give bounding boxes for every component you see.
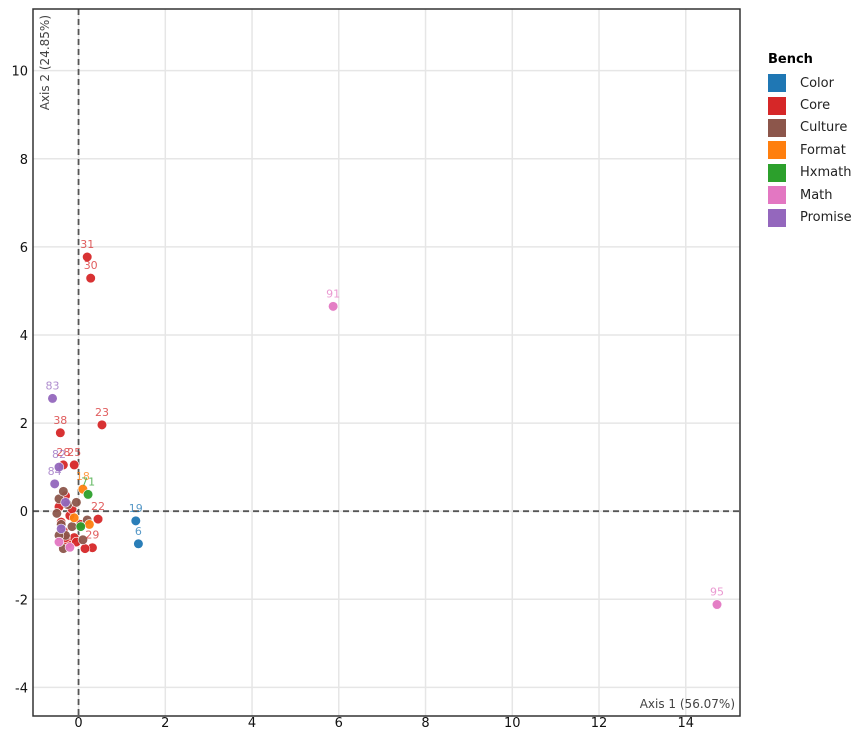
- x-tick-label: 8: [421, 716, 429, 731]
- math-point-label: 91: [326, 287, 340, 300]
- core-point-label: 29: [85, 529, 99, 542]
- legend-item-hxmath: Hxmath: [768, 162, 854, 184]
- legend-swatch-core: [768, 96, 786, 115]
- math-point: [64, 542, 75, 553]
- format-point: [69, 512, 80, 523]
- legend-item-promise: Promise: [768, 206, 854, 228]
- x-axis-label: Axis 1 (56.07%): [640, 697, 735, 711]
- x-tick-label: 12: [591, 716, 608, 731]
- hxmath-point: [82, 489, 94, 500]
- legend-swatch-culture: [768, 118, 786, 137]
- core-point-label: 31: [80, 238, 94, 251]
- promise-point: [56, 523, 67, 534]
- promise-point-label: 84: [48, 465, 62, 478]
- math-point-label: 95: [710, 586, 724, 599]
- grid-lines: [33, 9, 740, 716]
- legend-label-color: Color: [800, 75, 834, 91]
- promise-point-label: 83: [46, 379, 60, 392]
- legend-item-format: Format: [768, 139, 854, 161]
- reference-lines: [33, 9, 740, 716]
- legend-item-culture: Culture: [768, 117, 854, 139]
- core-point-label: 38: [53, 414, 67, 427]
- x-tick-label: 0: [74, 716, 82, 731]
- promise-point: [47, 393, 58, 404]
- legend-swatch-math: [768, 186, 786, 205]
- legend-items: Color Core Culture Format Hxmath Math Promise: [768, 72, 854, 229]
- color-point-label: 19: [129, 502, 143, 515]
- culture-point: [77, 534, 88, 545]
- core-point: [96, 419, 108, 430]
- core-point: [69, 459, 80, 471]
- core-point: [55, 427, 66, 438]
- legend-item-math: Math: [768, 184, 854, 206]
- x-tick-label: 14: [678, 716, 695, 731]
- x-tick-label: 6: [335, 716, 343, 731]
- promise-point-label: 82: [52, 448, 66, 461]
- culture-point: [58, 486, 69, 497]
- plot-frame: [32, 8, 741, 717]
- legend-label-promise: Promise: [800, 210, 852, 226]
- core-point-label: 28: [56, 446, 70, 459]
- legend-swatch-hxmath: [768, 163, 786, 182]
- y-tick-label: 6: [20, 241, 28, 256]
- promise-point: [49, 478, 60, 489]
- core-point-label: 25: [67, 446, 81, 459]
- culture-point: [51, 508, 62, 519]
- core-point: [79, 543, 91, 554]
- format-point-label: 18: [76, 470, 90, 483]
- x-tick-label: 2: [161, 716, 169, 731]
- legend-item-core: Core: [768, 94, 854, 116]
- legend-title: Bench: [768, 52, 813, 67]
- legend-label-hxmath: Hxmath: [800, 165, 852, 181]
- color-point-label: 6: [135, 525, 142, 538]
- data-points: [47, 251, 723, 610]
- legend-swatch-promise: [768, 208, 786, 227]
- core-point-label: 30: [84, 259, 98, 272]
- core-point: [82, 251, 93, 263]
- x-tick-label: 4: [248, 716, 256, 731]
- hxmath-point-label: 71: [81, 475, 95, 488]
- y-tick-label: 8: [20, 153, 28, 168]
- color-point: [130, 515, 141, 526]
- hxmath-point: [75, 521, 86, 532]
- y-tick-label: 4: [20, 329, 28, 344]
- x-tick-label: 10: [504, 716, 521, 731]
- promise-point: [53, 462, 65, 473]
- promise-point: [60, 497, 71, 508]
- tick-labels: 0 2 4 6 8 10 12 14 -4 -2 0 2 4 6 8 10: [11, 65, 694, 731]
- math-point: [53, 536, 65, 548]
- y-tick-label: 0: [20, 505, 28, 520]
- legend-swatch-format: [768, 141, 786, 160]
- core-point: [92, 513, 104, 525]
- legend-label-math: Math: [800, 187, 833, 203]
- y-axis-label: Axis 2 (24.85%): [38, 15, 52, 110]
- math-point: [711, 599, 723, 610]
- y-tick-label: 2: [20, 417, 28, 432]
- legend-label-format: Format: [800, 142, 846, 158]
- color-point: [133, 538, 144, 549]
- math-point: [328, 301, 339, 312]
- legend: Bench Color Core Culture Format Hxmath Math Pr…: [768, 50, 854, 229]
- core-point: [85, 273, 96, 284]
- culture-point: [71, 497, 82, 508]
- y-tick-label: -4: [15, 681, 28, 696]
- culture-point: [66, 521, 78, 532]
- y-tick-label: 10: [11, 65, 28, 80]
- legend-label-culture: Culture: [800, 120, 848, 136]
- legend-label-core: Core: [800, 98, 831, 114]
- legend-swatch-color: [768, 74, 786, 93]
- core-point-label: 22: [91, 500, 105, 513]
- y-tick-label: -2: [15, 593, 28, 608]
- core-point-label: 23: [95, 406, 109, 419]
- legend-item-color: Color: [768, 72, 854, 94]
